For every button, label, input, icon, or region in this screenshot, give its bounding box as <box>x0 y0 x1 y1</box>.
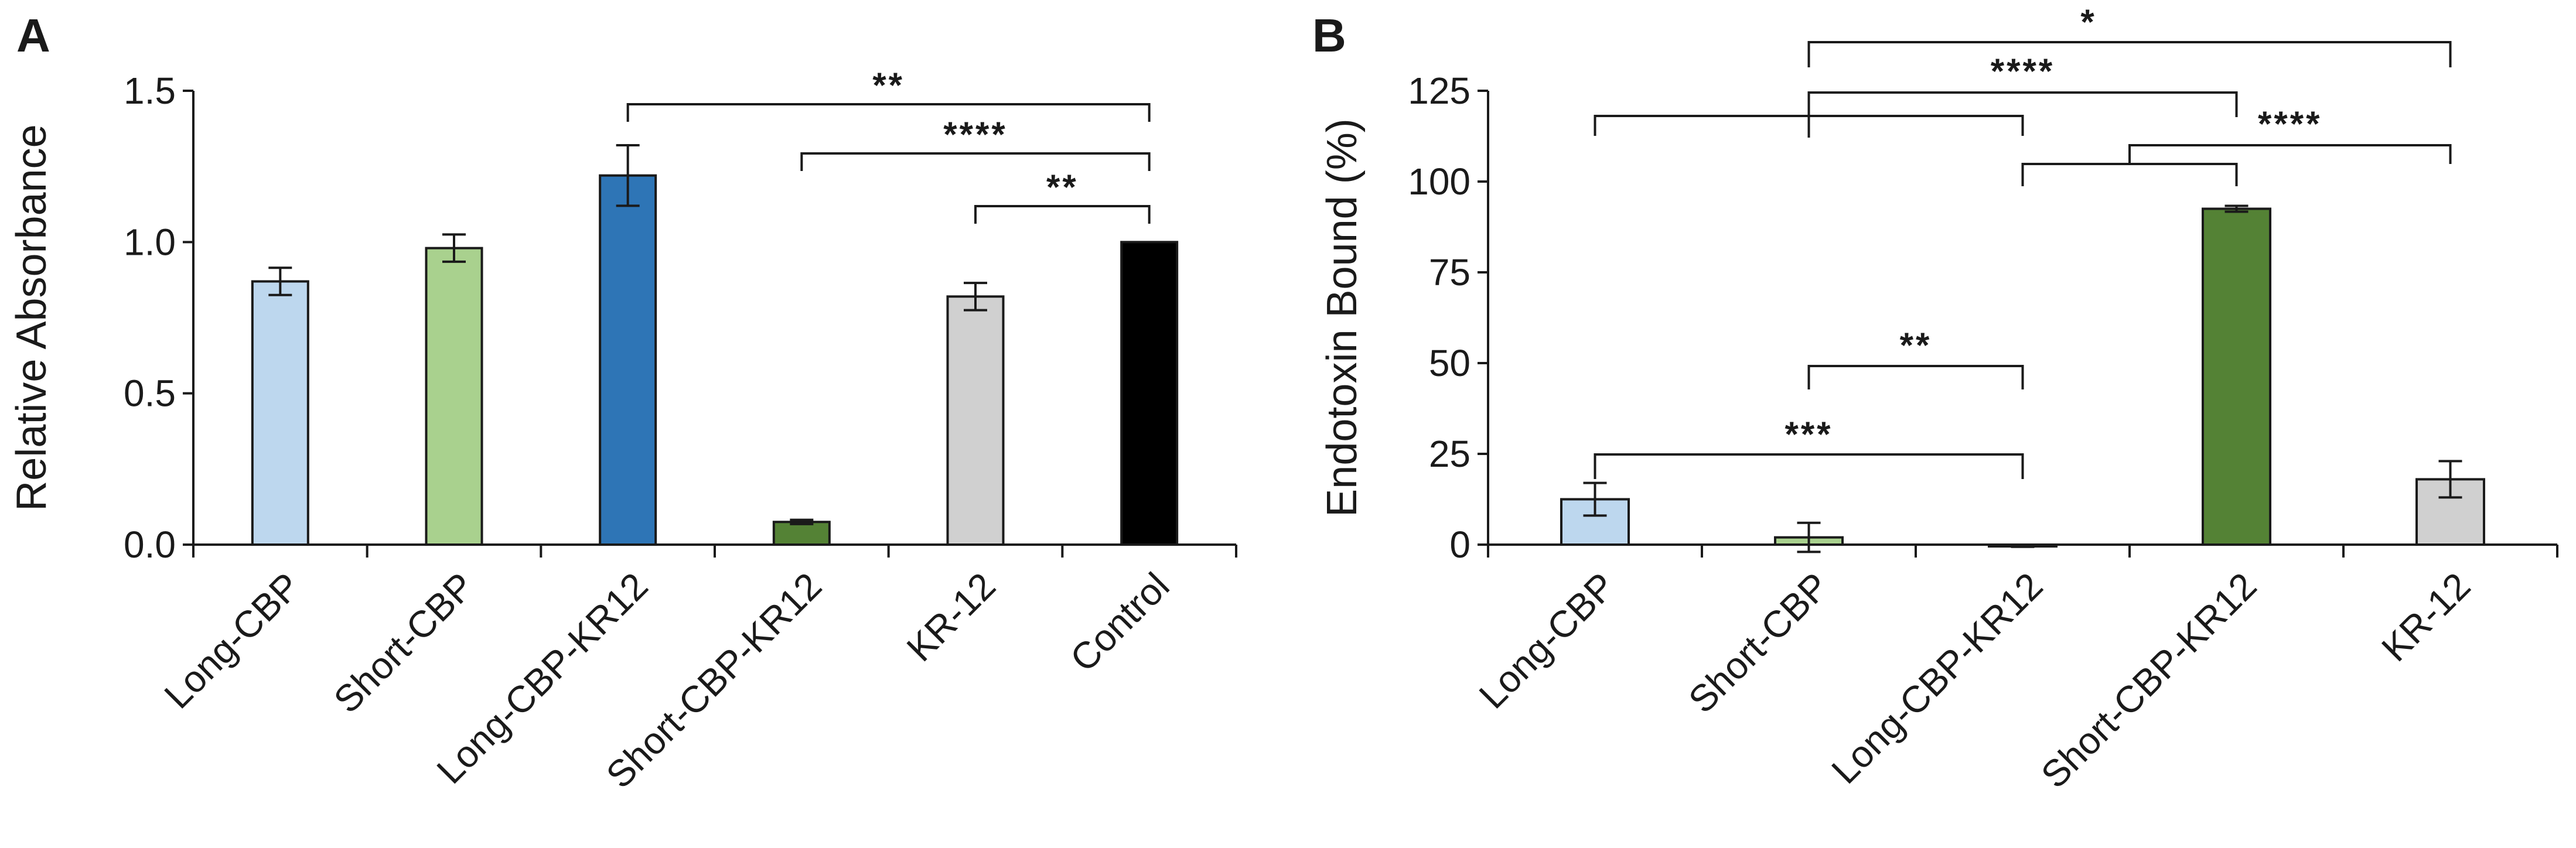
panel-b-category-label: KR-12 <box>2373 565 2478 669</box>
panel-b-bar <box>2202 207 2271 546</box>
panel-a-category-label: Control <box>1062 565 1178 680</box>
panel-a-category-label: KR-12 <box>899 565 1004 669</box>
panel-b-chart: B 0 25 50 75 100 125 Endotoxin Bound (%) Long-CB… <box>1312 2 2558 796</box>
panel-b-y-axis-title: Endotoxin Bound (%) <box>1319 118 1366 517</box>
panel-a-significance-label: ** <box>872 66 905 105</box>
panel-a-y-tick-label: 0.5 <box>124 372 176 415</box>
panel-b-significance-bracket <box>1807 91 2238 117</box>
panel-b-significance-bracket <box>1807 365 2024 389</box>
panel-b-significance-label: ** <box>1900 326 1932 365</box>
panel-a-chart: A 0.0 0.5 1.0 1.5 Relative Absorbance Long-CBP… <box>8 9 1237 796</box>
panel-b-significance-bracket <box>2128 144 2452 164</box>
panel-b-category-label: Long-CBP <box>1471 565 1623 717</box>
panel-b-significance-bracket <box>1807 41 2452 67</box>
panel-b-y-tick-label: 125 <box>1408 70 1470 112</box>
panel-b-y-tick-label: 25 <box>1429 433 1470 475</box>
panel-b-significance-label: *** <box>1785 415 1833 454</box>
panel-b-letter: B <box>1312 9 1346 61</box>
panel-a-bar <box>946 295 1005 546</box>
panel-b-y-tick-label: 75 <box>1429 251 1470 293</box>
panel-b-significance-label: * <box>2080 2 2096 42</box>
panel-a-bar <box>1120 241 1179 546</box>
panel-b-category-label: Long-CBP-KR12 <box>1823 565 2050 792</box>
panel-b-significance-label: **** <box>2258 104 2322 143</box>
panel-b-significance-bracket <box>1594 453 2024 479</box>
panel-a-significance-bracket <box>800 152 1151 171</box>
panel-b-y-tick-label: 0 <box>1449 524 1470 566</box>
panel-a-bar <box>599 174 657 546</box>
panel-a-y-axis-title: Relative Absorbance <box>8 124 55 511</box>
panel-a-bar <box>772 521 831 546</box>
panel-b-category-label: Short-CBP <box>1680 565 1837 721</box>
panel-b-category-label: Short-CBP-KR12 <box>2033 565 2264 796</box>
panel-b-y-tick-label: 50 <box>1429 342 1470 384</box>
panel-a-y-tick-label: 0.0 <box>124 524 176 566</box>
panel-a-letter: A <box>16 9 50 61</box>
panel-a-significance-label: ** <box>1046 167 1079 207</box>
panel-a-category-label: Long-CBP <box>156 565 309 717</box>
panel-a-y-tick-label: 1.5 <box>124 70 176 112</box>
panel-a-significance-bracket <box>974 205 1151 224</box>
panel-b-y-tick-label: 100 <box>1408 160 1470 203</box>
panel-a-bar <box>425 247 483 546</box>
panel-a-significance-label: **** <box>943 115 1007 154</box>
panel-b-significance-label: **** <box>1991 52 2055 91</box>
panel-a-y-tick-label: 1.0 <box>124 221 176 263</box>
panel-a-category-label: Short-CBP <box>326 565 482 721</box>
panel-b-group-bracket <box>2021 163 2238 186</box>
panel-a-bar <box>251 280 309 546</box>
panel-a-significance-bracket <box>626 103 1151 122</box>
